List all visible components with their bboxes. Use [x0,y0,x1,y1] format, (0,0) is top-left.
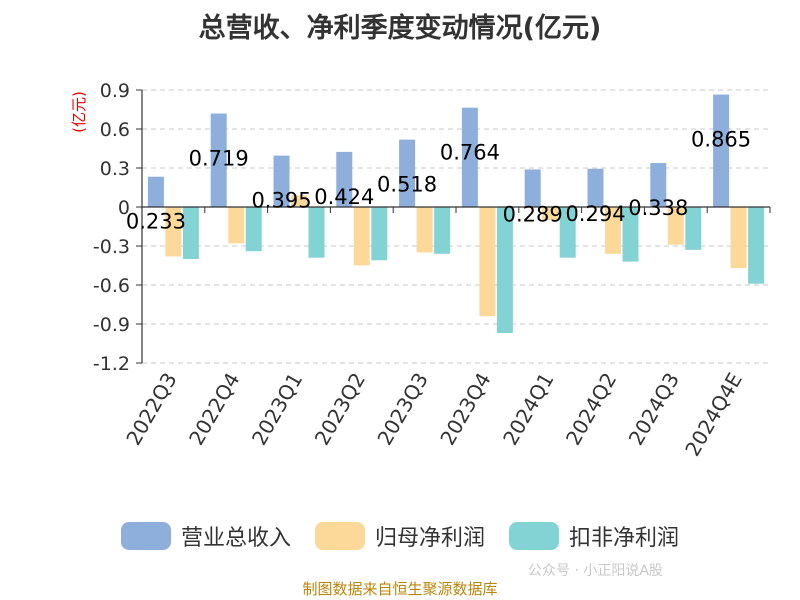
x-tick-label: 2024Q3 [624,369,684,450]
y-tick-label: 0.9 [100,80,130,102]
data-label: 0.289 [503,202,563,226]
x-tick-label: 2023Q4 [435,369,495,450]
data-label: 0.424 [314,185,374,209]
data-label: 0.233 [126,210,186,234]
data-label: 0.518 [377,173,437,197]
y-axis-label: (亿元) [70,91,88,133]
y-tick-label: 0.3 [100,158,130,180]
source-note: 制图数据来自恒生聚源数据库 [302,580,498,598]
revenue-bar[interactable] [713,94,730,207]
deducted-profit-bar[interactable] [308,207,325,258]
x-tick-label: 2023Q2 [310,369,370,450]
revenue-bar[interactable] [587,168,604,207]
revenue-bar[interactable] [461,107,478,207]
net-profit-bar[interactable] [667,207,684,245]
net-profit-bar[interactable] [228,207,245,244]
data-label: 0.395 [251,189,311,213]
axis-layer: 0.9 0.6 0.3 0 -0.3 -0.6 -0.9 -1.2 [93,80,771,375]
revenue-bar[interactable] [147,176,164,207]
data-label: 0.764 [440,141,500,165]
bar-layer [147,94,765,334]
net-profit-bar[interactable] [291,195,307,207]
y-tick-label: 0 [118,197,130,219]
net-profit-bar[interactable] [416,207,433,253]
revenue-bar[interactable] [336,151,353,207]
legend: 营业总收入 归母净利润 扣非净利润 [0,520,800,552]
legend-swatch-net-profit [314,522,365,550]
data-label: 0.719 [189,147,249,171]
legend-swatch-revenue [120,522,171,550]
x-tick-label: 2023Q1 [247,369,307,450]
legend-label-revenue: 营业总收入 [180,526,291,551]
x-tick-label: 2024Q1 [498,369,558,450]
watermark: 公众号 · 小正阳说A股 [528,563,663,579]
data-label: 0.294 [565,202,625,226]
x-tick-label: 2024Q4E [680,369,747,461]
y-tick-label: -0.9 [93,314,130,336]
net-profit-bar[interactable] [165,207,182,257]
deducted-profit-bar[interactable] [245,207,262,252]
net-profit-bar[interactable] [542,207,559,220]
x-tick-label: 2022Q4 [184,369,244,450]
deducted-profit-bar[interactable] [182,207,199,259]
legend-item-net-profit[interactable]: 归母净利润 [314,520,485,552]
chart-title: 总营收、净利季度变动情况(亿元) [198,13,602,44]
net-profit-bar[interactable] [353,207,370,266]
deducted-profit-bar[interactable] [559,207,576,258]
legend-item-deducted-profit[interactable]: 扣非净利润 [509,520,679,552]
legend-label-deducted-profit: 扣非净利润 [569,526,680,551]
deducted-profit-bar[interactable] [748,207,765,284]
x-tick-label: 2024Q2 [561,369,621,450]
x-tick-label: 2023Q3 [372,369,432,450]
data-label: 0.338 [628,196,688,220]
deducted-profit-bar[interactable] [622,207,639,262]
legend-label-net-profit: 归母净利润 [374,526,485,551]
y-tick-label: 0.6 [100,119,130,141]
deducted-profit-bar[interactable] [434,207,451,254]
revenue-bar[interactable] [399,139,416,207]
y-tick-label: -0.6 [93,275,130,297]
net-profit-bar[interactable] [479,207,496,317]
net-profit-bar[interactable] [605,207,621,254]
revenue-bar[interactable] [210,113,227,207]
data-label: 0.865 [691,128,751,152]
net-profit-bar[interactable] [730,207,747,269]
revenue-bar[interactable] [273,155,290,207]
y-tick-label: -0.3 [93,236,130,258]
deducted-profit-bar[interactable] [496,207,513,334]
revenue-bar[interactable] [524,169,541,207]
y-tick-label: -1.2 [93,353,130,375]
deducted-profit-bar[interactable] [685,207,702,250]
x-tick-label: 2022Q3 [121,369,181,450]
legend-item-revenue[interactable]: 营业总收入 [120,520,291,552]
deducted-profit-bar[interactable] [371,207,388,261]
legend-swatch-deducted-profit [509,522,559,550]
revenue-bar[interactable] [650,163,667,207]
